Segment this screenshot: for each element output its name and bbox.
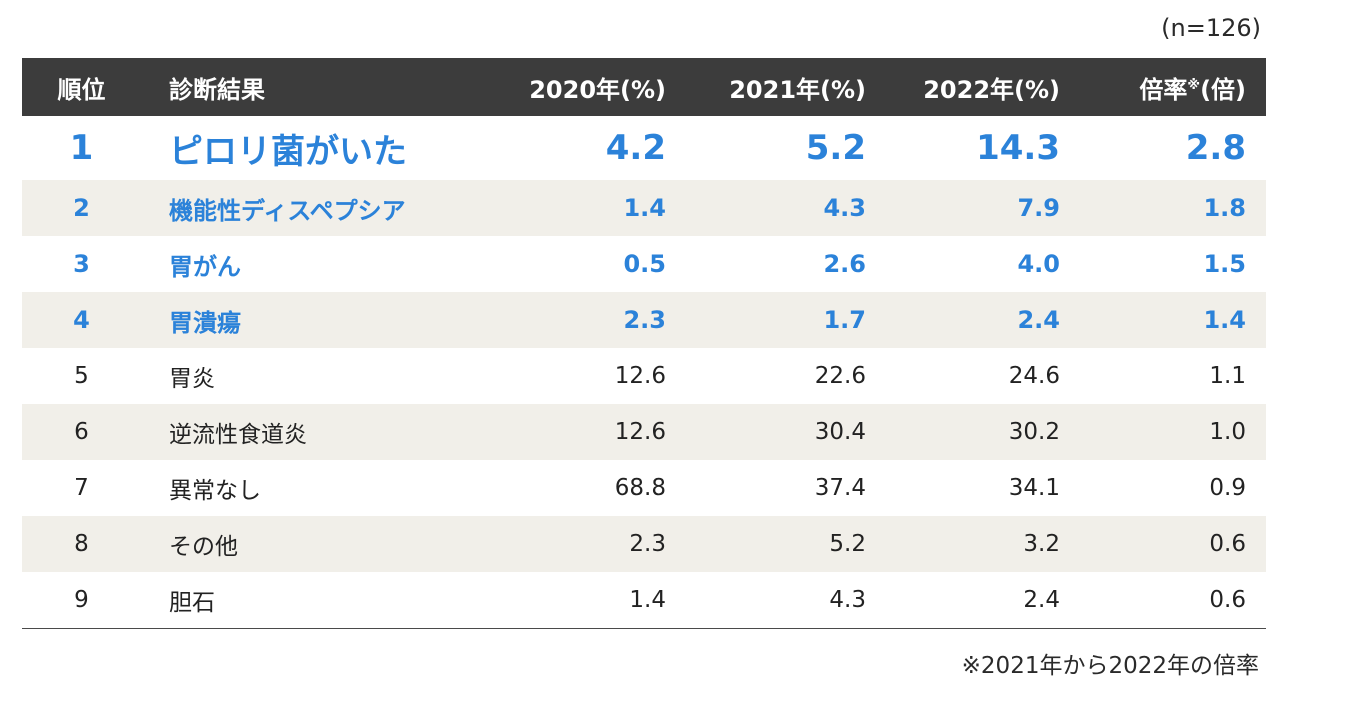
row-rank: 9 bbox=[74, 587, 89, 613]
table-bottom-rule bbox=[22, 628, 1266, 629]
row-2020: 4.2 bbox=[605, 128, 666, 168]
table-row: 3 胃がん 0.5 2.6 4.0 1.5 bbox=[22, 236, 1266, 292]
header-ratio-mark: ※ bbox=[1187, 77, 1201, 93]
row-2021: 1.7 bbox=[823, 306, 866, 334]
row-diagnosis: 胆石 bbox=[169, 590, 215, 616]
table-row: 4 胃潰瘍 2.3 1.7 2.4 1.4 bbox=[22, 292, 1266, 348]
table-row: 9 胆石 1.4 4.3 2.4 0.6 bbox=[22, 572, 1266, 628]
row-2020: 1.4 bbox=[629, 587, 666, 613]
row-2022: 7.9 bbox=[1017, 194, 1060, 222]
row-2021: 37.4 bbox=[814, 475, 866, 501]
header-2021: 2021年(%) bbox=[729, 75, 866, 104]
row-2021: 4.3 bbox=[823, 194, 866, 222]
row-ratio: 0.9 bbox=[1209, 475, 1246, 501]
row-diagnosis: 逆流性食道炎 bbox=[169, 422, 307, 448]
row-2021: 22.6 bbox=[814, 363, 866, 389]
row-2021: 2.6 bbox=[823, 250, 866, 278]
header-ratio-unit: (倍) bbox=[1200, 75, 1246, 104]
table-row: 6 逆流性食道炎 12.6 30.4 30.2 1.0 bbox=[22, 404, 1266, 460]
row-diagnosis: 異常なし bbox=[169, 478, 261, 504]
table-row: 5 胃炎 12.6 22.6 24.6 1.1 bbox=[22, 348, 1266, 404]
table-row: 1 ピロリ菌がいた 4.2 5.2 14.3 2.8 bbox=[22, 116, 1266, 180]
row-2020: 12.6 bbox=[614, 419, 666, 445]
header-diagnosis: 診断結果 bbox=[169, 75, 265, 104]
row-2022: 30.2 bbox=[1008, 419, 1060, 445]
row-diagnosis: 胃炎 bbox=[169, 366, 215, 392]
row-rank: 5 bbox=[74, 363, 89, 389]
row-2022: 4.0 bbox=[1017, 250, 1060, 278]
row-rank: 3 bbox=[73, 250, 90, 278]
row-2022: 2.4 bbox=[1017, 306, 1060, 334]
row-2022: 3.2 bbox=[1023, 531, 1060, 557]
row-diagnosis: 機能性ディスペプシア bbox=[169, 196, 406, 225]
row-2022: 24.6 bbox=[1008, 363, 1060, 389]
row-rank: 6 bbox=[74, 419, 89, 445]
row-2020: 12.6 bbox=[614, 363, 666, 389]
header-rank: 順位 bbox=[57, 75, 106, 104]
row-ratio: 1.0 bbox=[1209, 419, 1246, 445]
table-row: 7 異常なし 68.8 37.4 34.1 0.9 bbox=[22, 460, 1266, 516]
header-ratio-label: 倍率 bbox=[1139, 75, 1188, 104]
row-2020: 1.4 bbox=[623, 194, 666, 222]
row-ratio: 0.6 bbox=[1209, 531, 1246, 557]
table-row: 2 機能性ディスペプシア 1.4 4.3 7.9 1.8 bbox=[22, 180, 1266, 236]
row-diagnosis: その他 bbox=[169, 534, 238, 560]
row-rank: 2 bbox=[73, 194, 90, 222]
row-2022: 34.1 bbox=[1008, 475, 1060, 501]
row-ratio: 1.1 bbox=[1209, 363, 1246, 389]
row-2022: 2.4 bbox=[1023, 587, 1060, 613]
row-2020: 0.5 bbox=[623, 250, 666, 278]
row-rank: 8 bbox=[74, 531, 89, 557]
sample-size-label: (n=126) bbox=[1161, 14, 1261, 42]
table-row: 8 その他 2.3 5.2 3.2 0.6 bbox=[22, 516, 1266, 572]
row-diagnosis: 胃がん bbox=[169, 252, 241, 281]
header-2022: 2022年(%) bbox=[923, 75, 1060, 104]
row-2021: 30.4 bbox=[814, 419, 866, 445]
table-header-row: 順位 診断結果 2020年(%) 2021年(%) 2022年(%) 倍率※(倍… bbox=[22, 58, 1266, 116]
row-rank: 4 bbox=[73, 306, 90, 334]
row-ratio: 2.8 bbox=[1185, 128, 1246, 168]
row-2021: 5.2 bbox=[805, 128, 866, 168]
footnote: ※2021年から2022年の倍率 bbox=[961, 653, 1259, 679]
header-2020: 2020年(%) bbox=[529, 75, 666, 104]
row-ratio: 1.5 bbox=[1203, 250, 1246, 278]
row-rank: 7 bbox=[74, 475, 89, 501]
header-ratio: 倍率※(倍) bbox=[1060, 70, 1246, 105]
diagnosis-table: 順位 診断結果 2020年(%) 2021年(%) 2022年(%) 倍率※(倍… bbox=[22, 58, 1266, 629]
row-2020: 2.3 bbox=[629, 531, 666, 557]
row-ratio: 0.6 bbox=[1209, 587, 1246, 613]
row-2022: 14.3 bbox=[976, 128, 1060, 168]
row-2020: 68.8 bbox=[614, 475, 666, 501]
row-2020: 2.3 bbox=[623, 306, 666, 334]
row-ratio: 1.8 bbox=[1203, 194, 1246, 222]
row-ratio: 1.4 bbox=[1203, 306, 1246, 334]
row-diagnosis: 胃潰瘍 bbox=[169, 308, 241, 337]
row-rank: 1 bbox=[69, 128, 94, 168]
row-2021: 4.3 bbox=[829, 587, 866, 613]
row-2021: 5.2 bbox=[829, 531, 866, 557]
row-diagnosis: ピロリ菌がいた bbox=[169, 131, 407, 172]
